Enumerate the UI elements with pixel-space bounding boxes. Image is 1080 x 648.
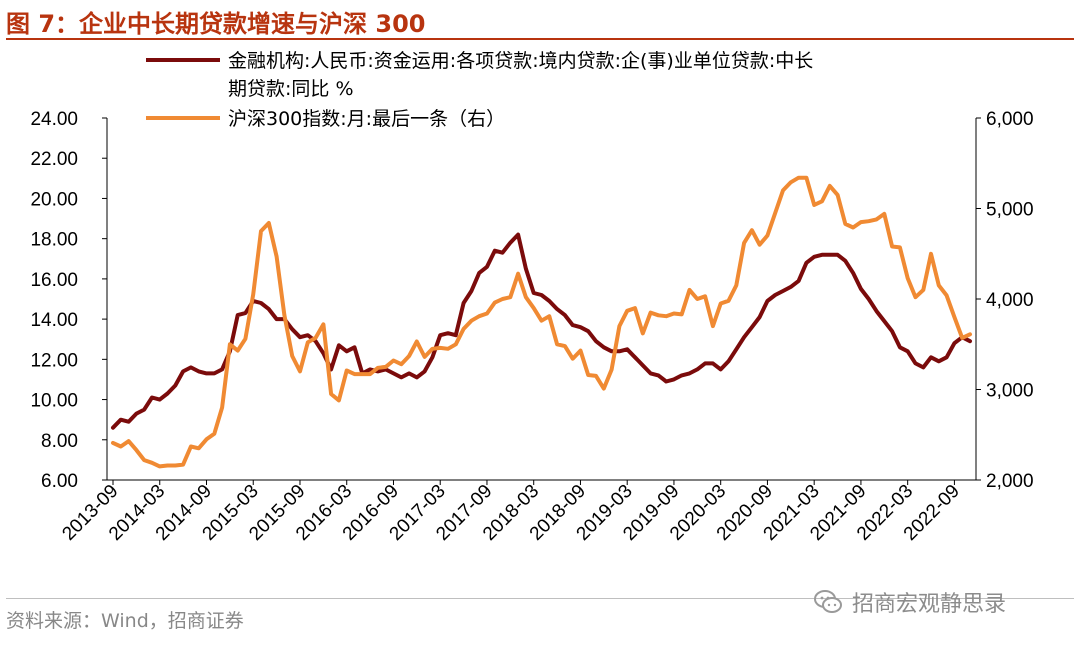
- watermark-text: 招商宏观静思录: [852, 592, 1007, 617]
- series-line-csi300: [111, 175, 972, 469]
- right-axis-tick-label: 6,000: [986, 109, 1034, 130]
- chart: 6.00 8.00 10.00 12.00 14.00 16.00 18.00 20.00 22…: [30, 50, 1034, 545]
- right-axis-tick-label: 3,000: [986, 381, 1034, 402]
- legend-label-csi300: 沪深300指数:月:最后一条（右）: [228, 108, 505, 130]
- legend-label-loan-growth: 金融机构:人民币:资金运用:各项贷款:境内贷款:企(事)业单位贷款:中长期贷款:…: [228, 50, 813, 100]
- left-axis-tick-label: 12.00: [30, 350, 78, 371]
- source-note: 资料来源：Wind，招商证券: [6, 610, 244, 632]
- title-divider: [6, 38, 1074, 40]
- watermark: 招商宏观静思录: [812, 584, 1006, 620]
- right-axis-tick-label: 5,000: [986, 200, 1034, 221]
- left-axis-tick-label: 20.00: [30, 189, 78, 210]
- left-axis-tick-label: 18.00: [30, 230, 78, 251]
- right-axis-tick-label: 4,000: [986, 290, 1034, 311]
- wechat-icon: [814, 590, 842, 613]
- left-axis-tick-label: 10.00: [30, 391, 78, 412]
- chart-title: 图 7：企业中长期贷款增速与沪深 300: [6, 10, 426, 38]
- left-axis-tick-label: 6.00: [41, 471, 78, 492]
- series-line-loan-growth: [111, 232, 972, 430]
- left-axis-tick-label: 14.00: [30, 310, 78, 331]
- right-axis-tick-label: 2,000: [986, 471, 1034, 492]
- left-axis-tick-label: 16.00: [30, 270, 78, 291]
- left-axis-tick-label: 8.00: [41, 431, 78, 452]
- footer-divider: [6, 598, 1074, 599]
- left-axis-tick-label: 22.00: [30, 149, 78, 170]
- left-axis-tick-label: 24.00: [30, 109, 78, 130]
